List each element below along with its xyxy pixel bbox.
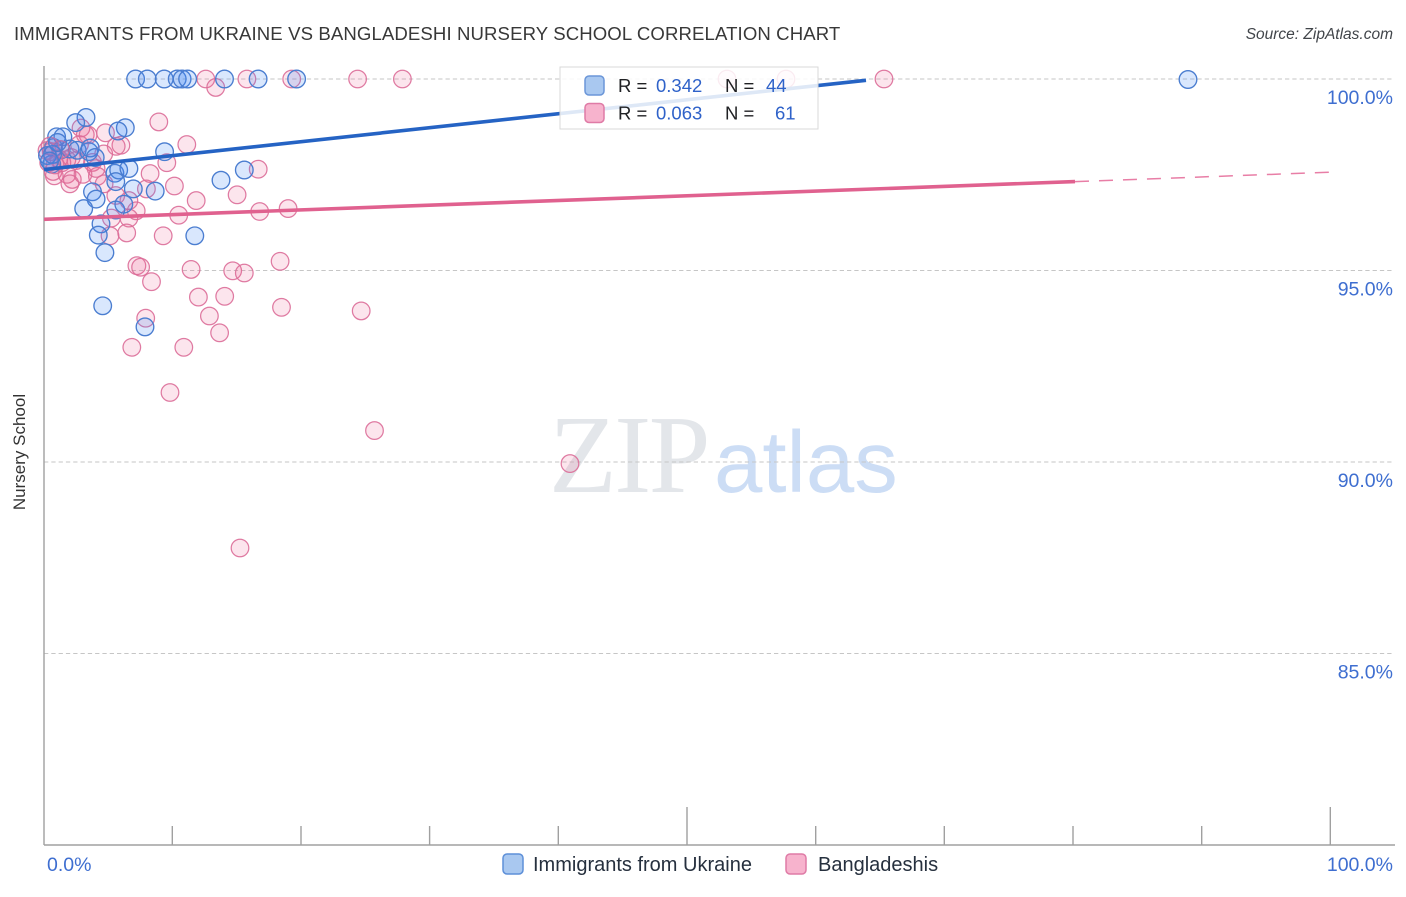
svg-text:Source: ZipAtlas.com: Source: ZipAtlas.com	[1246, 26, 1393, 43]
svg-text:IMMIGRANTS FROM UKRAINE VS BAN: IMMIGRANTS FROM UKRAINE VS BANGLADESHI N…	[14, 23, 840, 44]
svg-text:N =: N =	[725, 103, 754, 124]
svg-text:R =: R =	[618, 75, 647, 96]
svg-text:0.063: 0.063	[656, 103, 702, 124]
svg-text:R =: R =	[618, 103, 647, 124]
svg-text:95.0%: 95.0%	[1338, 279, 1393, 301]
svg-text:N =: N =	[725, 75, 754, 96]
svg-text:Bangladeshis: Bangladeshis	[818, 854, 938, 876]
svg-text:44: 44	[766, 75, 787, 96]
svg-text:85.0%: 85.0%	[1338, 662, 1393, 684]
svg-text:Immigrants from Ukraine: Immigrants from Ukraine	[533, 854, 752, 876]
svg-text:61: 61	[775, 103, 796, 124]
svg-text:ZIP: ZIP	[549, 394, 708, 517]
svg-text:0.342: 0.342	[656, 75, 702, 96]
svg-text:100.0%: 100.0%	[1327, 854, 1393, 876]
svg-text:90.0%: 90.0%	[1338, 470, 1393, 492]
svg-text:100.0%: 100.0%	[1327, 87, 1393, 109]
svg-text:0.0%: 0.0%	[47, 854, 91, 876]
svg-text:Nursery School: Nursery School	[10, 394, 29, 510]
